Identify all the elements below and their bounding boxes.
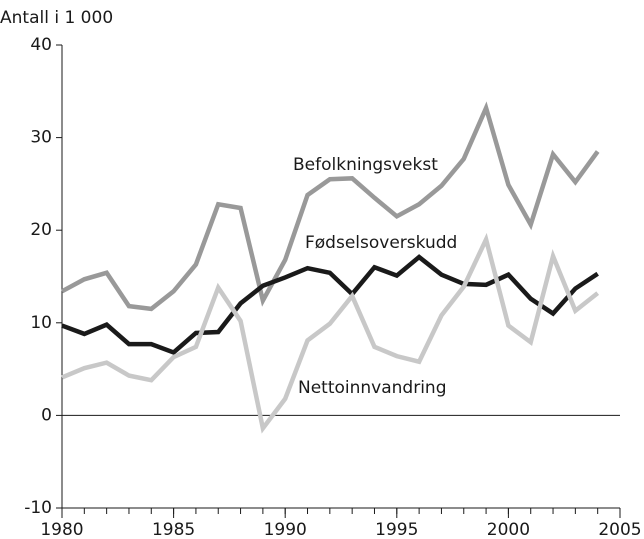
x-tick-label: 2005 xyxy=(598,520,641,539)
x-tick-label: 1985 xyxy=(152,520,195,539)
y-tick-label: 0 xyxy=(41,405,52,425)
y-tick-label: 10 xyxy=(30,313,52,333)
x-tick-label: 1995 xyxy=(375,520,418,539)
y-tick-label: 40 xyxy=(30,35,52,55)
x-tick-label: 2000 xyxy=(487,520,530,539)
x-tick-label: 1990 xyxy=(264,520,307,539)
series-line xyxy=(61,254,599,356)
series-label: Nettoinnvandring xyxy=(298,378,447,398)
y-tick-label: 30 xyxy=(30,128,52,148)
series-line xyxy=(60,101,600,312)
series-label: Befolkningsvekst xyxy=(293,155,438,175)
x-tick-label: 1980 xyxy=(40,520,83,539)
y-axis-label: Antall i 1 000 xyxy=(0,8,113,28)
series-label: Fødselsoverskudd xyxy=(305,233,457,253)
y-tick-label: 20 xyxy=(30,220,52,240)
y-tick-label: -10 xyxy=(24,498,52,518)
series-line xyxy=(61,232,600,434)
